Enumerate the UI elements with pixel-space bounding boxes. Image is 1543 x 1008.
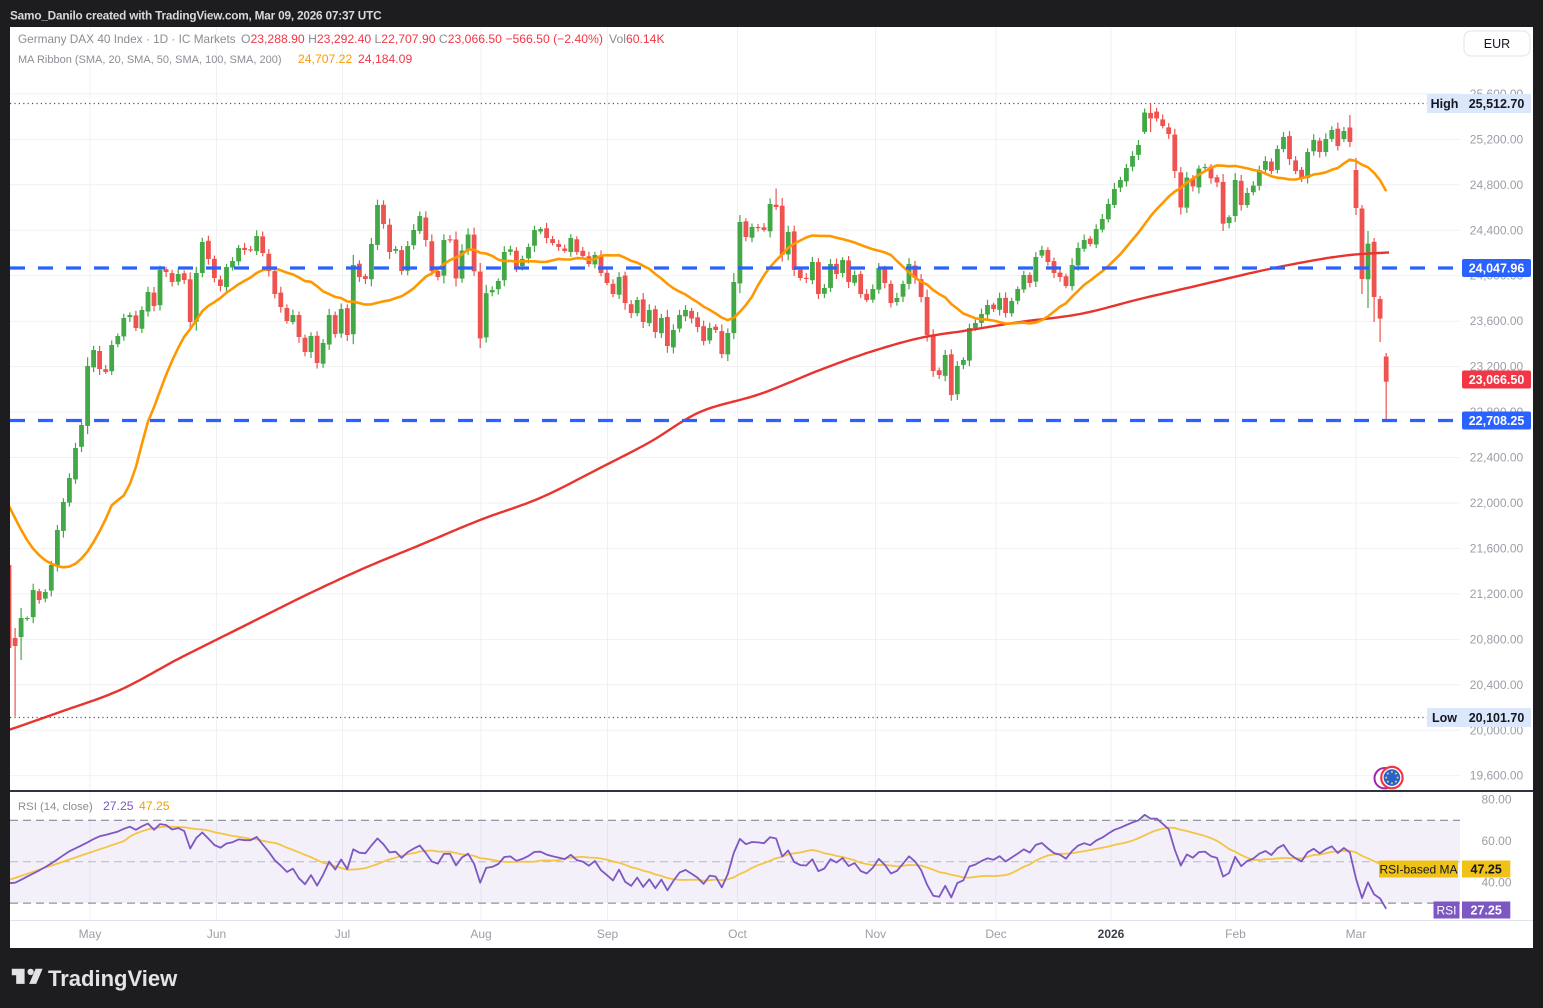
svg-text:80.00: 80.00 (1481, 793, 1511, 807)
svg-text:O23,288.90 H23,292.40 L22,707.: O23,288.90 H23,292.40 L22,707.90 C23,066… (241, 32, 603, 46)
svg-text:Germany DAX 40 Index · 1D · IC: Germany DAX 40 Index · 1D · IC Markets (18, 32, 236, 46)
svg-text:TradingView: TradingView (48, 966, 178, 991)
svg-text:Dec: Dec (985, 927, 1006, 941)
svg-text:47.25: 47.25 (1471, 863, 1502, 877)
svg-text:60.00: 60.00 (1481, 834, 1511, 848)
svg-text:23,200.00: 23,200.00 (1470, 360, 1524, 374)
svg-text:24,184.09: 24,184.09 (358, 52, 412, 66)
svg-text:Vol60.14K: Vol60.14K (609, 32, 665, 46)
svg-text:Jul: Jul (335, 927, 350, 941)
svg-text:47.25: 47.25 (139, 799, 170, 813)
svg-text:25,200.00: 25,200.00 (1470, 132, 1524, 146)
svg-text:20,400.00: 20,400.00 (1470, 678, 1524, 692)
svg-text:40.00: 40.00 (1481, 875, 1511, 889)
svg-text:20,101.70: 20,101.70 (1469, 711, 1525, 725)
svg-text:23,066.50: 23,066.50 (1469, 373, 1525, 387)
svg-text:2026: 2026 (1098, 927, 1125, 941)
svg-text:Nov: Nov (865, 927, 886, 941)
svg-text:25,512.70: 25,512.70 (1469, 97, 1525, 111)
svg-text:MA Ribbon (SMA, 20, SMA, 50, S: MA Ribbon (SMA, 20, SMA, 50, SMA, 100, S… (18, 54, 282, 66)
svg-text:22,708.25: 22,708.25 (1469, 414, 1525, 428)
svg-text:24,707.22: 24,707.22 (298, 52, 352, 66)
svg-text:Aug: Aug (470, 927, 491, 941)
svg-text:19,600.00: 19,600.00 (1470, 769, 1524, 783)
svg-text:Low: Low (1432, 711, 1457, 725)
svg-text:Jun: Jun (207, 927, 226, 941)
svg-text:High: High (1431, 97, 1459, 111)
svg-text:RSI-based MA: RSI-based MA (1379, 862, 1457, 876)
svg-text:Oct: Oct (728, 927, 747, 941)
svg-text:Sep: Sep (597, 927, 619, 941)
svg-text:RSI: RSI (1436, 903, 1456, 917)
svg-text:27.25: 27.25 (1471, 904, 1502, 918)
svg-text:23,600.00: 23,600.00 (1470, 314, 1524, 328)
svg-text:Samo_Danilo created with Tradi: Samo_Danilo created with TradingView.com… (10, 9, 382, 23)
svg-text:21,200.00: 21,200.00 (1470, 587, 1524, 601)
svg-text:22,400.00: 22,400.00 (1470, 451, 1524, 465)
svg-text:20,800.00: 20,800.00 (1470, 632, 1524, 646)
svg-text:22,000.00: 22,000.00 (1470, 496, 1524, 510)
svg-text:Mar: Mar (1346, 927, 1367, 941)
svg-text:24,800.00: 24,800.00 (1470, 178, 1524, 192)
svg-text:24,047.96: 24,047.96 (1469, 262, 1525, 276)
svg-text:May: May (79, 927, 102, 941)
svg-text:21,600.00: 21,600.00 (1470, 541, 1524, 555)
svg-text:RSI (14, close): RSI (14, close) (18, 801, 93, 813)
svg-text:27.25: 27.25 (103, 799, 134, 813)
svg-text:EUR: EUR (1484, 37, 1510, 51)
svg-text:Feb: Feb (1225, 927, 1246, 941)
svg-text:24,400.00: 24,400.00 (1470, 223, 1524, 237)
